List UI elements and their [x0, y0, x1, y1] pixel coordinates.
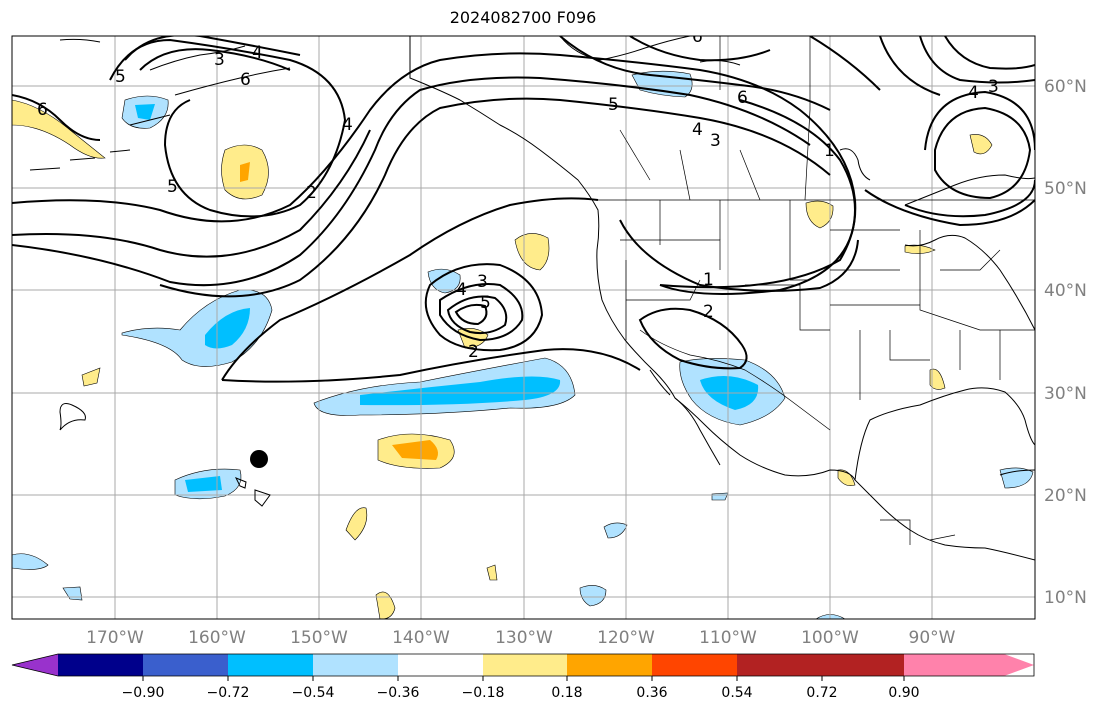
anomaly-shading	[12, 70, 1034, 619]
contour-label: 4	[692, 120, 703, 140]
lat-label: 40°N	[1044, 281, 1087, 301]
contour-label: 2	[468, 342, 479, 362]
state-borders	[598, 36, 1035, 545]
lat-label: 20°N	[1044, 486, 1087, 506]
lon-label: 160°W	[188, 628, 246, 648]
contour-label: 6	[37, 100, 48, 120]
colorbar-extend-high	[904, 654, 1034, 676]
lat-label: 60°N	[1044, 77, 1087, 97]
colorbar-segment	[313, 654, 398, 676]
coastlines	[29, 36, 1035, 561]
lon-label: 140°W	[392, 628, 450, 648]
colorbar-segment	[58, 654, 143, 676]
colorbar-label: 0.54	[721, 685, 752, 701]
lon-label: 100°W	[801, 628, 859, 648]
map-plot-area: 6 3 4 6 5 4 5 2 6 5 4 3 6 4 3 3 4 5 2 1 …	[12, 27, 1035, 619]
contour-label: 1	[703, 270, 714, 290]
contour-label: 5	[608, 95, 619, 115]
colorbar-segment	[483, 654, 567, 676]
contour-label: 3	[214, 50, 225, 70]
colorbar-segment	[652, 654, 737, 676]
latitude-labels: 60°N 50°N 40°N 30°N 20°N 10°N	[1044, 77, 1087, 608]
colorbar-label: 0.36	[636, 685, 667, 701]
contour-label: 3	[988, 77, 999, 97]
colorbar: −0.90 −0.72 −0.54 −0.36 −0.18 0.18 0.36 …	[11, 653, 1035, 701]
colorbar-extend-low	[12, 654, 58, 676]
contour-label: 2	[306, 183, 317, 203]
contour-label: 6	[240, 70, 251, 90]
colorbar-segment	[567, 654, 652, 676]
colorbar-label: 0.18	[551, 685, 582, 701]
contours	[12, 36, 1035, 383]
contour-label: 4	[968, 83, 979, 103]
contour-label: 3	[710, 131, 721, 151]
contour-label: 6	[692, 27, 703, 47]
contour-label: 2	[703, 302, 714, 322]
colorbar-label: 0.72	[806, 685, 837, 701]
lon-label: 110°W	[699, 628, 757, 648]
contour-labels: 6 3 4 6 5 4 5 2 6 5 4 3 6 4 3 3 4 5 2 1 …	[37, 27, 999, 362]
lat-label: 30°N	[1044, 384, 1087, 404]
contour-label: 5	[167, 177, 178, 197]
lon-label: 130°W	[495, 628, 553, 648]
contour-label: 3	[477, 272, 488, 292]
contour-label: 4	[252, 43, 263, 63]
contour-label: 1	[824, 141, 835, 161]
lon-label: 120°W	[597, 628, 655, 648]
colorbar-segment	[737, 654, 822, 676]
location-marker	[250, 450, 268, 468]
colorbar-label: −0.90	[122, 685, 165, 701]
colorbar-label: −0.72	[207, 685, 250, 701]
lon-label: 90°W	[909, 628, 956, 648]
colorbar-segment	[822, 654, 904, 676]
map-frame	[11, 35, 1036, 620]
lat-label: 50°N	[1044, 179, 1087, 199]
colorbar-label: 0.90	[888, 685, 919, 701]
colorbar-segment	[398, 654, 483, 676]
contour-label: 5	[115, 67, 126, 87]
colorbar-segment	[228, 654, 313, 676]
colorbar-segment	[143, 654, 228, 676]
colorbar-label: −0.18	[462, 685, 505, 701]
lat-label: 10°N	[1044, 588, 1087, 608]
lon-label: 170°W	[86, 628, 144, 648]
contour-label: 4	[456, 280, 467, 300]
map-title: 2024082700 F096	[449, 8, 597, 27]
longitude-labels: 170°W 160°W 150°W 140°W 130°W 120°W 110°…	[86, 628, 956, 648]
contour-label: 5	[480, 293, 491, 313]
lon-label: 150°W	[290, 628, 348, 648]
colorbar-label: −0.54	[292, 685, 335, 701]
contour-label: 4	[342, 115, 353, 135]
contour-label: 6	[737, 88, 748, 108]
graticule	[12, 36, 1035, 619]
colorbar-label: −0.36	[377, 685, 420, 701]
